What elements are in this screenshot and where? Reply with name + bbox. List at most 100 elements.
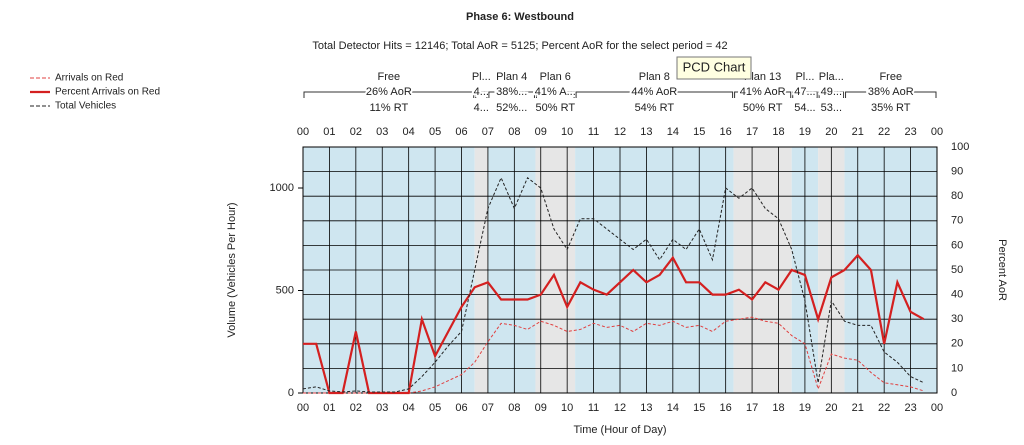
plan-bracket — [845, 91, 937, 98]
plan-aor: 41% A... — [535, 86, 576, 98]
plan-name: Free — [879, 71, 902, 83]
x-top-tick-label: 07 — [482, 126, 494, 138]
x-tick-label: 14 — [667, 402, 679, 414]
y2-tick-label: 90 — [951, 166, 963, 178]
x-top-tick-label: 23 — [904, 126, 916, 138]
plan-rt: 50% RT — [536, 102, 576, 114]
x-top-tick-label: 12 — [614, 126, 626, 138]
tooltip-text: PCD Chart — [683, 59, 746, 74]
y2-tick-label: 10 — [951, 362, 963, 374]
y-tick-label: 0 — [288, 387, 294, 399]
x-tick-label: 19 — [799, 402, 811, 414]
y2-tick-label: 40 — [951, 289, 963, 301]
x-tick-label: 17 — [746, 402, 758, 414]
plan-bracket — [818, 91, 845, 98]
x-tick-label: 00 — [931, 402, 943, 414]
plan-name: Plan 13 — [744, 71, 781, 83]
x-top-tick-label: 05 — [429, 126, 441, 138]
x-top-tick-label: 04 — [403, 126, 415, 138]
plan-aor: 4... — [474, 86, 489, 98]
x-top-tick-label: 21 — [852, 126, 864, 138]
legend-label: Total Vehicles — [55, 101, 116, 112]
legend-label: Percent Arrivals on Red — [55, 87, 160, 98]
x-tick-label: 21 — [852, 402, 864, 414]
plan-name: Plan 4 — [496, 71, 527, 83]
plan-rt: 52%... — [496, 102, 527, 114]
x-tick-label: 22 — [878, 402, 890, 414]
plan-name: Pl... — [472, 71, 491, 83]
plan-bracket — [792, 91, 818, 98]
chart-subtitle: Total Detector Hits = 12146; Total AoR =… — [312, 40, 727, 52]
plan-rt: 53... — [821, 102, 842, 114]
x-tick-label: 09 — [535, 402, 547, 414]
x-top-tick-label: 16 — [720, 126, 732, 138]
plan-rt: 50% RT — [743, 102, 783, 114]
x-top-tick-label: 19 — [799, 126, 811, 138]
y2-tick-label: 30 — [951, 313, 963, 325]
plan-aor: 49... — [821, 86, 842, 98]
x-tick-label: 04 — [403, 402, 415, 414]
x-top-tick-label: 08 — [508, 126, 520, 138]
y2-axis-label: Percent AoR — [996, 239, 1008, 301]
plot-frame — [302, 146, 938, 394]
plan-rt: 54... — [794, 102, 815, 114]
x-top-tick-label: 10 — [561, 126, 573, 138]
x-top-tick-label: 15 — [693, 126, 705, 138]
plan-aor: 38% AoR — [868, 86, 914, 98]
x-top-tick-label: 13 — [640, 126, 652, 138]
x-top-tick-label: 03 — [376, 126, 388, 138]
x-tick-label: 06 — [455, 402, 467, 414]
plan-bracket — [303, 91, 475, 98]
plan-bracket — [488, 91, 535, 98]
x-tick-label: 20 — [825, 402, 837, 414]
x-tick-label: 00 — [297, 402, 309, 414]
x-tick-label: 02 — [350, 402, 362, 414]
y2-tick-label: 100 — [951, 141, 969, 153]
x-top-tick-label: 01 — [323, 126, 335, 138]
plan-aor: 38%... — [496, 86, 527, 98]
y2-tick-label: 80 — [951, 190, 963, 202]
x-tick-label: 16 — [720, 402, 732, 414]
x-top-tick-label: 17 — [746, 126, 758, 138]
x-tick-label: 07 — [482, 402, 494, 414]
plan-name: Free — [378, 71, 401, 83]
y-axis-label: Volume (Vehicles Per Hour) — [226, 202, 238, 337]
y2-tick-label: 0 — [951, 387, 957, 399]
x-tick-label: 12 — [614, 402, 626, 414]
x-tick-label: 01 — [323, 402, 335, 414]
series-line — [303, 253, 925, 395]
x-tick-label: 05 — [429, 402, 441, 414]
y2-tick-label: 60 — [951, 239, 963, 251]
plan-name: Plan 8 — [639, 71, 670, 83]
x-tick-label: 03 — [376, 402, 388, 414]
y2-tick-label: 70 — [951, 215, 963, 227]
x-top-tick-label: 22 — [878, 126, 890, 138]
plan-name: Plan 6 — [540, 71, 571, 83]
x-tick-label: 13 — [640, 402, 652, 414]
plan-rt: 35% RT — [871, 102, 911, 114]
plan-bracket — [535, 91, 575, 98]
x-tick-label: 10 — [561, 402, 573, 414]
plan-bracket — [575, 91, 734, 98]
plan-rt: 54% RT — [635, 102, 675, 114]
x-top-tick-label: 11 — [588, 126, 599, 138]
x-tick-label: 15 — [693, 402, 705, 414]
plan-rt: 4... — [474, 102, 489, 114]
plan-aor: 41% AoR — [740, 86, 786, 98]
y-tick-label: 500 — [276, 284, 294, 296]
x-top-tick-label: 14 — [667, 126, 679, 138]
plan-name: Pla... — [819, 71, 844, 83]
x-tick-label: 23 — [904, 402, 916, 414]
x-top-tick-label: 06 — [455, 126, 467, 138]
y-tick-label: 1000 — [270, 182, 294, 194]
series-line — [302, 176, 925, 393]
x-top-tick-label: 09 — [535, 126, 547, 138]
x-top-tick-label: 00 — [297, 126, 309, 138]
y2-tick-label: 50 — [951, 264, 963, 276]
x-top-tick-label: 02 — [350, 126, 362, 138]
chart-title: Phase 6: Westbound — [466, 11, 574, 23]
x-tick-label: 11 — [588, 402, 599, 414]
plan-aor: 44% AoR — [631, 86, 677, 98]
x-tick-label: 18 — [772, 402, 784, 414]
